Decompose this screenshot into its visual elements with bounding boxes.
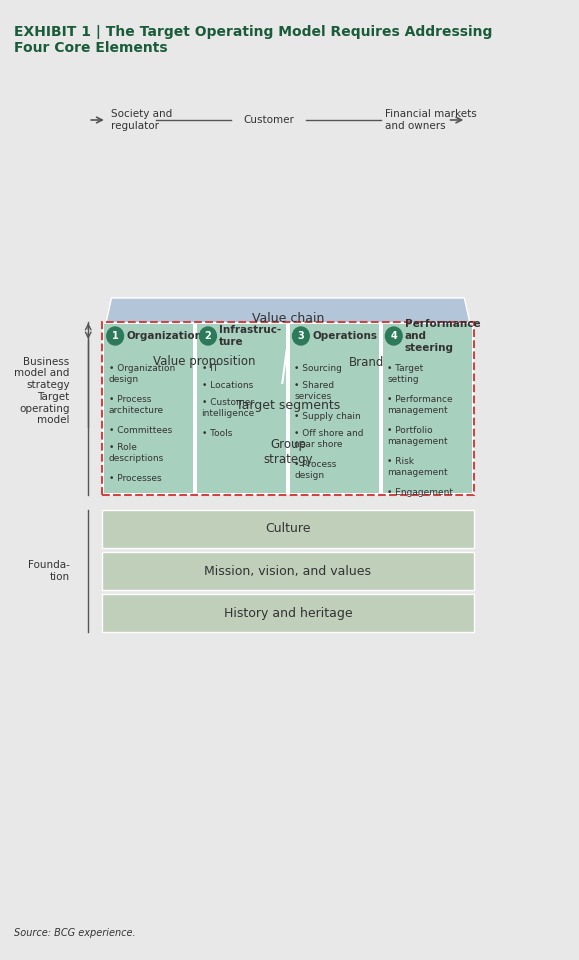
Text: EXHIBIT 1 | The Target Operating Model Requires Addressing
Four Core Elements: EXHIBIT 1 | The Target Operating Model R… [14,25,492,56]
Text: • Portfolio
management: • Portfolio management [387,426,448,446]
Text: Value chain: Value chain [252,313,324,325]
Text: Operations: Operations [312,331,377,341]
Text: Infrastruc-
ture: Infrastruc- ture [219,325,281,347]
Circle shape [386,327,402,345]
Text: Value proposition: Value proposition [153,355,255,369]
Text: • Organization
design: • Organization design [109,364,175,384]
Text: 3: 3 [298,331,305,341]
FancyBboxPatch shape [104,324,193,493]
Text: Financial markets
and owners: Financial markets and owners [386,109,477,131]
Circle shape [107,327,123,345]
FancyBboxPatch shape [102,552,474,590]
Polygon shape [153,384,423,426]
Text: • Customer
intelligence: • Customer intelligence [201,398,255,419]
Text: 2: 2 [204,331,211,341]
Text: • Sourcing: • Sourcing [294,364,342,373]
Text: Brand: Brand [349,355,384,369]
Text: • Process
design: • Process design [294,460,337,480]
Text: Customer: Customer [243,115,294,125]
Text: • IT: • IT [201,364,218,373]
Text: Culture: Culture [265,522,311,536]
FancyBboxPatch shape [102,510,474,548]
Polygon shape [126,341,450,383]
Text: Group
strategy: Group strategy [263,438,313,466]
FancyBboxPatch shape [383,324,472,493]
Text: • Off shore and
near shore: • Off shore and near shore [294,429,364,449]
Text: Target
operating
model: Target operating model [19,392,69,425]
FancyBboxPatch shape [290,324,379,493]
Polygon shape [167,427,409,482]
Text: • Tools: • Tools [201,429,232,438]
Text: Source: BCG experience.: Source: BCG experience. [14,928,135,938]
Text: Performance
and
steering: Performance and steering [405,320,481,352]
Text: • Engagement: • Engagement [387,488,453,497]
Text: 4: 4 [390,331,397,341]
Text: History and heritage: History and heritage [223,607,352,619]
Text: • Role
descriptions: • Role descriptions [109,443,164,463]
Text: • Locations: • Locations [201,381,253,390]
Text: Mission, vision, and values: Mission, vision, and values [204,564,371,578]
Text: • Process
architecture: • Process architecture [109,395,164,415]
Circle shape [292,327,309,345]
Text: • Risk
management: • Risk management [387,457,448,477]
FancyBboxPatch shape [102,322,474,495]
Text: Target segments: Target segments [236,398,340,412]
Circle shape [200,327,217,345]
Text: • Supply chain: • Supply chain [294,412,361,421]
Text: • Shared
services: • Shared services [294,381,335,401]
Text: Society and
regulator: Society and regulator [111,109,173,131]
Text: 1: 1 [112,331,119,341]
Text: • Processes: • Processes [109,474,162,483]
Polygon shape [102,298,474,340]
Text: • Committees: • Committees [109,426,172,435]
Text: Business
model and
strategy: Business model and strategy [14,357,69,390]
FancyBboxPatch shape [102,594,474,632]
Text: • Target
setting: • Target setting [387,364,423,384]
Text: Organization: Organization [126,331,202,341]
Text: • Performance
management: • Performance management [387,395,453,415]
FancyBboxPatch shape [197,324,286,493]
Text: Founda-
tion: Founda- tion [28,561,69,582]
